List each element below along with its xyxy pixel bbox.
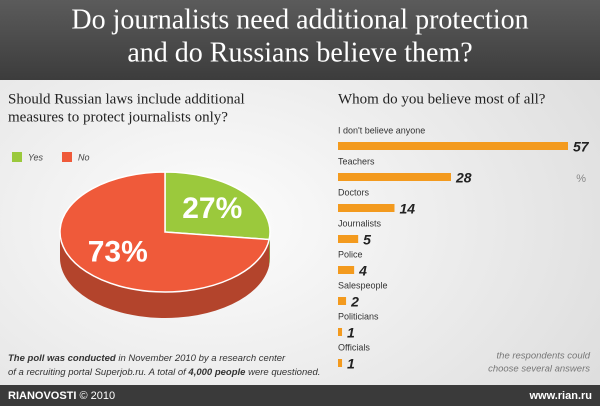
- pie-label: 73%: [88, 236, 148, 269]
- bar-category: Officials: [338, 342, 370, 352]
- bar-category: Salespeople: [338, 280, 388, 290]
- pie-side: [60, 232, 270, 319]
- header-band: [0, 0, 600, 80]
- bar-value: 28: [455, 170, 472, 186]
- bar-category: Journalists: [338, 218, 382, 228]
- title: Do journalists need additional protectio…: [71, 4, 528, 35]
- copyright: © 2010: [80, 390, 116, 402]
- bar-value: 1: [347, 325, 355, 341]
- bar: [338, 204, 395, 212]
- bar-value: 5: [363, 232, 371, 248]
- bar-note: the respondents could: [497, 351, 591, 362]
- brand: RIANOVOSTI: [8, 390, 76, 402]
- pie-title: Should Russian laws include additional: [8, 91, 245, 107]
- footnote-part: The poll was conducted: [8, 353, 116, 364]
- footnote: of a recruiting portal Superjob.ru. A to…: [8, 367, 320, 378]
- bar: [338, 266, 355, 274]
- bar-value: 2: [350, 294, 359, 310]
- pie-label: 27%: [182, 192, 242, 225]
- bar: [338, 297, 347, 305]
- bar-category: Teachers: [338, 156, 375, 166]
- bar-value: 1: [347, 356, 355, 372]
- legend-label: Yes: [28, 152, 44, 162]
- bar: [338, 142, 568, 150]
- bar-category: Doctors: [338, 187, 370, 197]
- footer-band: [0, 385, 600, 406]
- footer-site: www.rian.ru: [528, 390, 592, 402]
- unit-label: %: [576, 173, 586, 185]
- bar-value: 57: [573, 139, 590, 155]
- footnote-part: 4,000 people: [187, 367, 246, 378]
- bar: [338, 235, 359, 243]
- bar-category: Police: [338, 249, 363, 259]
- bar-value: 14: [399, 201, 415, 217]
- title: and do Russians believe them?: [127, 37, 472, 68]
- bar-title: Whom do you believe most of all?: [338, 91, 546, 107]
- footer-brand: RIANOVOSTI © 2010: [8, 390, 115, 402]
- bar-value: 4: [358, 263, 367, 279]
- pie-slice: [59, 171, 271, 293]
- pie-title: measures to protect journalists only?: [8, 109, 228, 125]
- bar-category: I don't believe anyone: [338, 125, 425, 135]
- footnote-part: in November 2010 by a research center: [116, 353, 286, 364]
- bar: [338, 359, 343, 367]
- bar: [338, 328, 343, 336]
- footnote-part: were questioned.: [245, 367, 320, 378]
- bar: [338, 173, 451, 181]
- footnote: The poll was conducted in November 2010 …: [8, 353, 286, 364]
- pie-slice: [164, 171, 271, 241]
- legend-swatch: [12, 152, 22, 162]
- bar-category: Politicians: [338, 311, 379, 321]
- legend-label: No: [78, 152, 90, 162]
- legend-swatch: [62, 152, 72, 162]
- footnote-part: of a recruiting portal Superjob.ru. A to…: [8, 367, 188, 378]
- bar-note: choose several answers: [488, 364, 590, 375]
